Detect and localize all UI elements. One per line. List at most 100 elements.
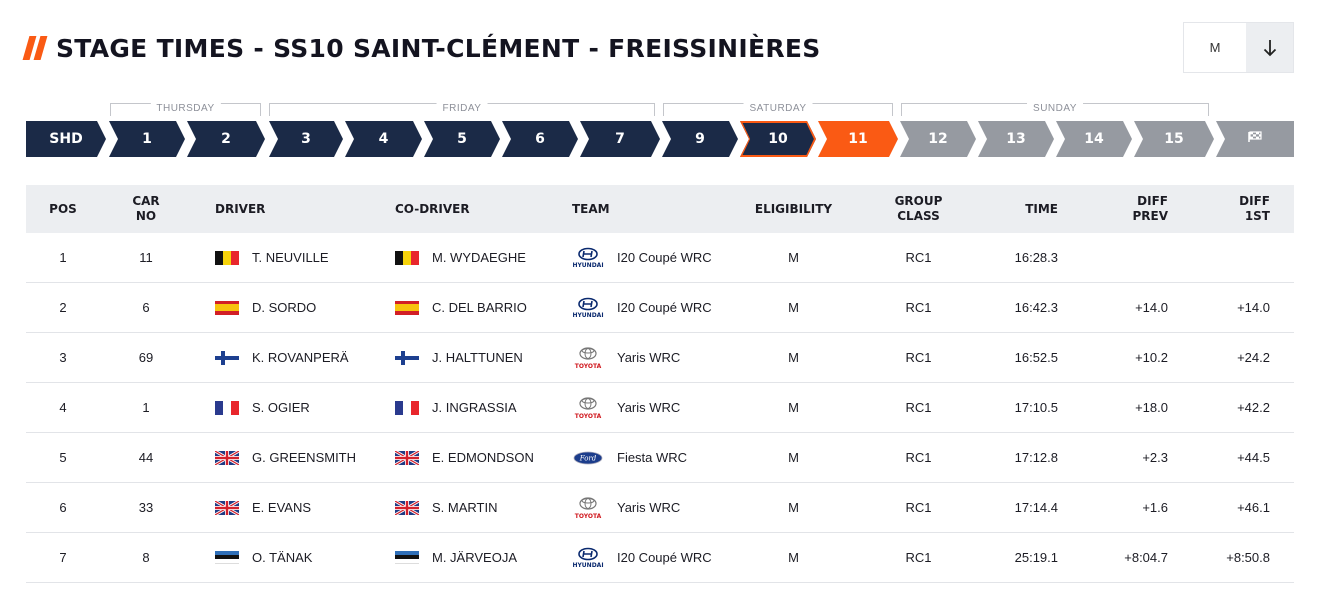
ford-logo-icon: Ford [570,446,606,470]
cell-codriver[interactable]: J. INGRASSIA [395,383,565,432]
stage-label: 11 [848,131,868,147]
cell-diff-first: +24.2 [1237,350,1270,365]
col-header-diff-1st: DIFF 1ST [1216,185,1270,233]
cell-codriver[interactable]: M. JÄRVEOJA [395,533,565,582]
estonia-flag-icon [215,550,239,565]
cell-codriver[interactable]: C. DEL BARRIO [395,283,565,332]
cell-group-class: RC1 [905,500,932,515]
cell-driver[interactable]: T. NEUVILLE [215,233,390,282]
cell-driver[interactable]: O. TÄNAK [215,533,390,582]
cell-codriver[interactable]: E. EDMONDSON [395,433,565,482]
cell-diff-prev: +2.3 [1142,450,1168,465]
cell-time: 25:19.1 [1014,550,1058,565]
stage-chevron-15[interactable]: 15 [1134,121,1214,157]
day-label: FRIDAY [436,103,488,115]
cell-driver[interactable]: K. ROVANPERÄ [215,333,390,382]
cell-diff-first [1186,233,1270,282]
cell-pos: 3 [59,350,67,365]
day-group-thursday: THURSDAY [110,103,261,116]
stage-chevron-3[interactable]: 3 [269,121,343,157]
stage-chevron-9[interactable]: 9 [662,121,738,157]
cell-eligibility: M [788,350,799,365]
stage-label: 7 [615,131,625,147]
col-header-group-line1: GROUP [894,194,943,208]
day-group-friday: FRIDAY [269,103,655,116]
stage-chevron-6[interactable]: 6 [502,121,578,157]
cell-car-no: 6 [142,300,150,315]
cell-driver[interactable]: S. OGIER [215,383,390,432]
svg-text:TOYOTA: TOYOTA [575,513,602,520]
cell-eligibility: M [788,300,799,315]
cell-car-no: 44 [138,450,154,465]
cell-codriver[interactable]: S. MARTIN [395,483,565,532]
cell-team: HYUNDAI I20 Coupé WRC [570,533,750,582]
cell-group-class: RC1 [905,300,932,315]
cell-diff-prev: +10.2 [1135,350,1168,365]
table-row[interactable]: 6 33 E. EVANS S. MARTIN TOYOTA Yaris WRC M RC1 1… [26,483,1294,533]
stage-selector: SHD 1 2 3 4 5 6 7 9 10 11 12 13 14 15 [26,121,1294,157]
table-row[interactable]: 5 44 G. GREENSMITH E. EDMONDSON Ford Fiesta W… [26,433,1294,483]
spain-flag-icon [215,300,239,315]
col-header-diff-prev-line1: DIFF [1137,194,1168,208]
stage-label: 2 [221,131,231,147]
table-row[interactable]: 2 6 D. SORDO C. DEL BARRIO HYUNDAI I20 Coupé … [26,283,1294,333]
cell-time: 16:28.3 [1014,250,1058,265]
stage-chevron-11[interactable]: 11 [818,121,898,157]
team-name: I20 Coupé WRC [617,250,712,265]
col-header-pos: POS [49,201,77,216]
cell-eligibility: M [788,450,799,465]
uk-flag-icon [395,500,419,515]
team-name: I20 Coupé WRC [617,300,712,315]
cell-driver[interactable]: D. SORDO [215,283,390,332]
codriver-name: J. INGRASSIA [432,400,517,415]
codriver-name: J. HALTTUNEN [432,350,523,365]
stage-chevron-5[interactable]: 5 [424,121,500,157]
stage-chevron-2[interactable]: 2 [187,121,265,157]
eligibility-filter-select[interactable]: M [1209,40,1221,55]
stage-chevron-12[interactable]: 12 [900,121,976,157]
col-header-group-class: GROUP CLASS [886,185,951,233]
stage-chevron-13[interactable]: 13 [978,121,1054,157]
cell-diff-prev: +18.0 [1135,400,1168,415]
table-row[interactable]: 7 8 O. TÄNAK M. JÄRVEOJA HYUNDAI I20 Coupé WR… [26,533,1294,583]
cell-driver[interactable]: G. GREENSMITH [215,433,390,482]
hyundai-logo-icon: HYUNDAI [570,246,606,270]
cell-driver[interactable]: E. EVANS [215,483,390,532]
stage-chevron-shd[interactable]: SHD [26,121,106,157]
cell-codriver[interactable]: M. WYDAEGHE [395,233,565,282]
cell-pos: 4 [59,400,67,415]
results-table-header: POS CAR NO DRIVER CO-DRIVER TEAM ELIGIBI… [26,185,1294,233]
col-header-driver: DRIVER [215,201,266,216]
cell-team: Ford Fiesta WRC [570,433,750,482]
finland-flag-icon [215,350,239,365]
cell-diff-prev [1086,233,1168,282]
cell-car-no: 8 [142,550,150,565]
stage-chevron-1[interactable]: 1 [109,121,185,157]
stage-chevron-finish[interactable] [1216,121,1294,157]
stage-label: 4 [378,131,389,147]
sort-button[interactable] [1246,23,1293,72]
table-row[interactable]: 3 69 K. ROVANPERÄ J. HALTTUNEN TOYOTA Yaris W… [26,333,1294,383]
stage-chevron-10[interactable]: 10 [740,121,816,157]
cell-pos: 1 [59,250,67,265]
cell-eligibility: M [788,550,799,565]
estonia-flag-icon [395,550,419,565]
stage-chevron-7[interactable]: 7 [580,121,660,157]
stage-label: 1 [142,131,152,147]
toyota-logo-icon: TOYOTA [570,396,606,420]
cell-codriver[interactable]: J. HALTTUNEN [395,333,565,382]
cell-car-no: 1 [142,400,150,415]
table-row[interactable]: 1 11 T. NEUVILLE M. WYDAEGHE HYUNDAI I20 Coup… [26,233,1294,283]
cell-time: 16:52.5 [1014,350,1058,365]
driver-name: O. TÄNAK [252,550,313,565]
cell-time: 16:42.3 [1014,300,1058,315]
finland-flag-icon [395,350,419,365]
stage-chevron-4[interactable]: 4 [345,121,422,157]
driver-name: S. OGIER [252,400,310,415]
driver-name: K. ROVANPERÄ [252,350,349,365]
table-row[interactable]: 4 1 S. OGIER J. INGRASSIA TOYOTA Yaris WRC M RC… [26,383,1294,433]
stage-chevron-14[interactable]: 14 [1056,121,1132,157]
selected-stage-outline [740,121,816,157]
hyundai-logo-icon: HYUNDAI [570,546,606,570]
cell-diff-prev: +14.0 [1135,300,1168,315]
